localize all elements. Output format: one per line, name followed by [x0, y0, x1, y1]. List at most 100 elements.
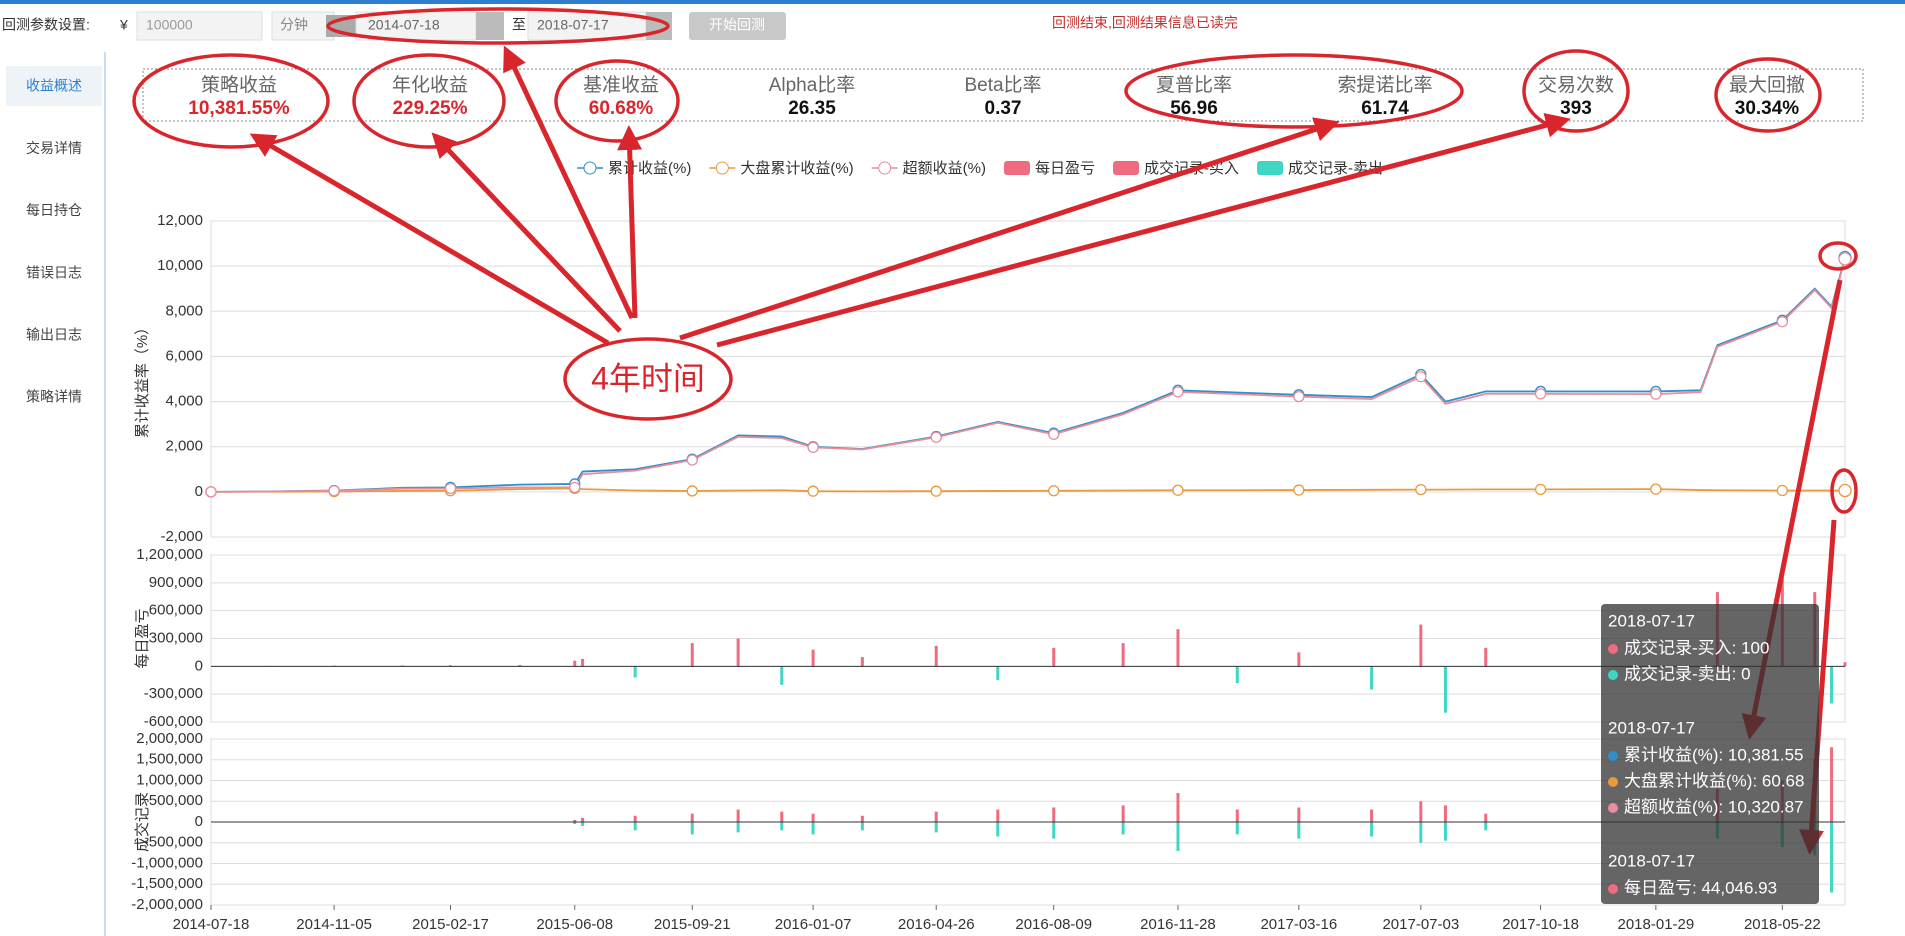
sidebar-item[interactable]: 收益概述	[26, 78, 82, 94]
bar	[860, 815, 864, 822]
metric-value: 30.34%	[1735, 98, 1800, 119]
bar	[573, 660, 577, 667]
bar	[633, 822, 637, 831]
tooltip-item: 每日盈亏: 44,046.93	[1624, 878, 1777, 897]
bar	[1370, 809, 1374, 822]
bar	[1843, 662, 1847, 667]
metric-label: Alpha比率	[769, 74, 856, 96]
bar	[1443, 666, 1447, 713]
period-select[interactable]	[271, 11, 335, 41]
point	[1534, 483, 1547, 496]
metric-value: 10,381.55%	[188, 98, 290, 119]
bar	[736, 638, 740, 667]
sidebar-item[interactable]: 交易详情	[26, 140, 82, 156]
y-tick-label: 1,200,000	[136, 546, 203, 563]
bar	[780, 666, 784, 685]
bar	[633, 815, 637, 822]
annotation-text: 4年时间	[591, 360, 705, 396]
bar	[996, 666, 1000, 681]
bar	[1297, 822, 1301, 839]
x-tick-label: 2017-10-18	[1502, 916, 1579, 933]
y-tick-label: 6,000	[165, 347, 203, 364]
bar	[1121, 643, 1125, 667]
line	[210, 258, 1846, 493]
bar	[736, 822, 740, 833]
bar	[1370, 822, 1374, 837]
point	[1048, 485, 1060, 497]
bar	[811, 822, 815, 835]
capital-input[interactable]	[136, 11, 263, 41]
legend-label[interactable]: 大盘累计收益(%)	[740, 159, 853, 177]
y-tick-label: 0	[195, 657, 203, 674]
start-button[interactable]	[689, 12, 786, 40]
bar	[1052, 822, 1056, 839]
highlight	[554, 59, 680, 143]
legend-label[interactable]: 每日盈亏	[1035, 160, 1095, 177]
bar	[633, 666, 637, 678]
point	[1776, 484, 1788, 497]
y-tick-label: 4,000	[165, 393, 203, 410]
highlight	[326, 7, 670, 45]
y-tick-label: -1,500,000	[131, 875, 203, 892]
start-button-label: 开始回测	[709, 17, 765, 33]
y-tick-label: 500,000	[149, 792, 203, 809]
bar	[1121, 822, 1125, 835]
bar	[573, 819, 577, 822]
bar	[1121, 805, 1125, 822]
point	[1172, 386, 1184, 398]
bar	[996, 822, 1000, 837]
metric-label: 索提诺比率	[1337, 74, 1432, 96]
x-tick-label: 2016-01-07	[775, 916, 852, 933]
bar	[581, 822, 585, 827]
to-label: 至	[512, 17, 526, 33]
sidebar-active	[6, 66, 102, 106]
point	[1650, 388, 1662, 400]
status: 回测结束,回测结果信息已读完	[1052, 15, 1238, 31]
bar	[1235, 822, 1239, 835]
sidebar-item[interactable]: 每日持仓	[26, 202, 82, 218]
bar	[1443, 805, 1447, 822]
legend-label[interactable]: 累计收益(%)	[608, 160, 691, 177]
bar	[811, 649, 815, 667]
highlight	[352, 53, 506, 149]
point	[328, 485, 340, 497]
y-tick-label: 300,000	[149, 629, 203, 646]
bar	[690, 822, 694, 835]
metric-value: 56.96	[1170, 98, 1218, 119]
legend-swatch	[1257, 161, 1284, 175]
x-tick-label: 2014-11-05	[296, 916, 372, 933]
start-date-value: 2014-07-18	[368, 17, 440, 33]
sidebar-item[interactable]: 输出日志	[26, 327, 82, 343]
bar	[573, 822, 577, 825]
sidebar-item[interactable]: 策略详情	[26, 389, 82, 405]
metric-value: 229.25%	[392, 98, 467, 119]
tooltip-item: 成交记录-卖出: 0	[1624, 664, 1751, 683]
bar	[736, 809, 740, 822]
bar	[996, 809, 1000, 822]
legend-label[interactable]: 超额收益(%)	[903, 160, 986, 177]
bar	[780, 822, 784, 831]
legend-dot	[878, 161, 892, 175]
currency: ¥	[119, 17, 128, 33]
y-axis-label: 成交记录	[133, 792, 151, 852]
x-tick-label: 2015-06-08	[536, 916, 613, 933]
bar	[518, 664, 522, 667]
sidebar-item[interactable]: 错误日志	[26, 264, 82, 280]
bar	[1419, 801, 1423, 822]
y-tick-label: -300,000	[144, 685, 203, 702]
legend-dot	[715, 161, 729, 175]
highlight	[132, 53, 330, 149]
point	[1838, 252, 1852, 266]
y-tick-label: 900,000	[149, 574, 203, 591]
bar	[449, 665, 453, 667]
metric-value: 0.37	[985, 98, 1022, 119]
tooltip-item: 大盘累计收益(%): 60.68	[1624, 771, 1804, 790]
metric-label: 交易次数	[1538, 74, 1614, 96]
bar	[1830, 666, 1834, 704]
start-calendar[interactable]	[476, 12, 504, 40]
y-tick-label: 8,000	[165, 302, 203, 319]
point	[930, 485, 942, 497]
bar	[934, 645, 938, 667]
legend-swatch	[1113, 161, 1140, 175]
tooltip-dot	[1608, 751, 1618, 761]
